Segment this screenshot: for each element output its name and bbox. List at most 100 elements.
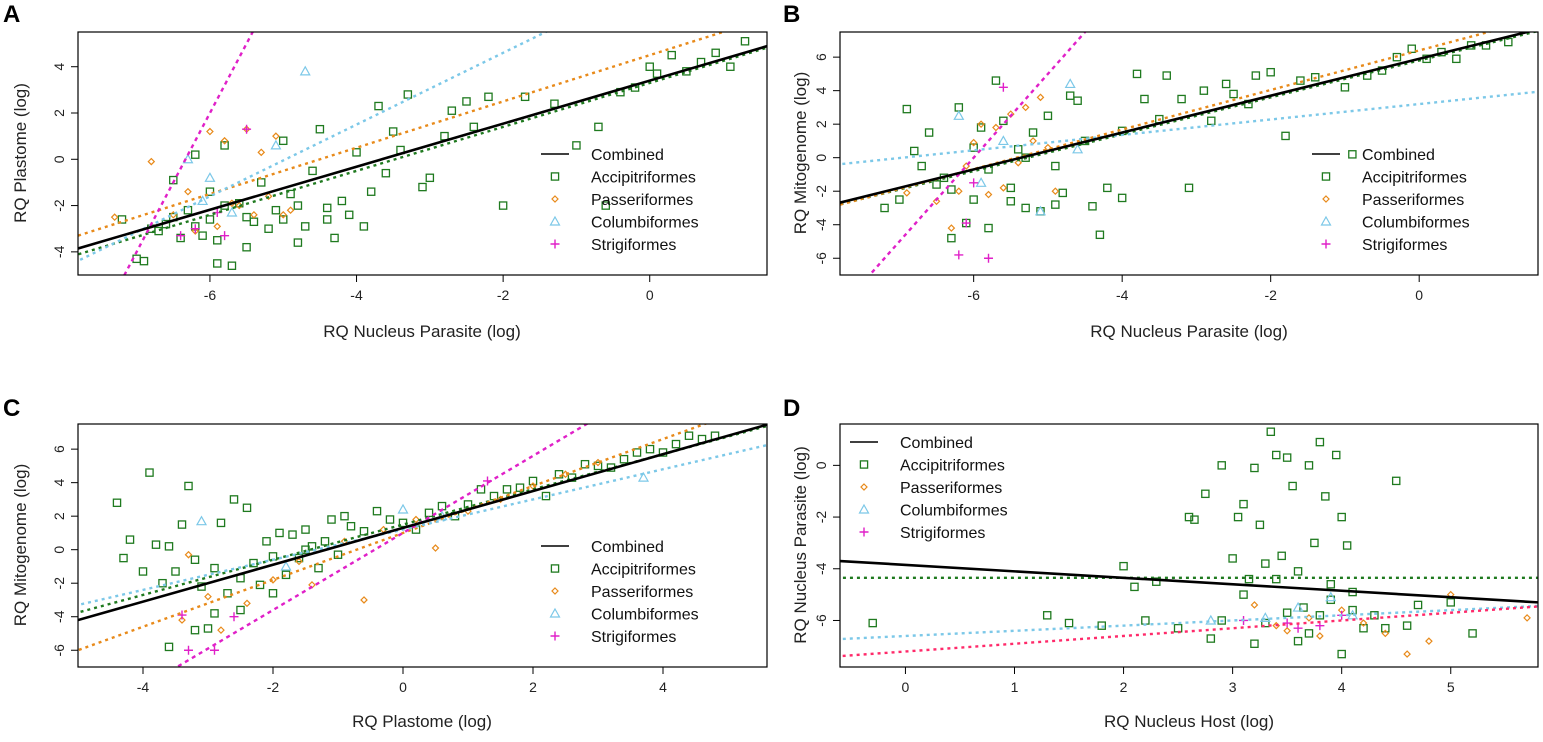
data-point-accipitriformes (216, 518, 226, 528)
panel-letter: C (3, 395, 20, 422)
data-point-accipitriformes (1359, 623, 1368, 633)
x-tick-label: -2 (267, 679, 280, 695)
data-point-passeriformes (110, 213, 119, 221)
legend-marker-columbiformes (1320, 215, 1332, 226)
legend-label: Strigiformes (591, 237, 676, 254)
data-point-accipitriformes (236, 605, 245, 615)
data-point-accipitriformes (632, 448, 642, 457)
legend-label: Passeriformes (591, 192, 693, 209)
data-point-accipitriformes (340, 511, 349, 521)
data-point-accipitriformes (262, 537, 271, 546)
data-point-accipitriformes (1266, 67, 1275, 77)
data-point-passeriformes (431, 544, 440, 552)
x-tick-label: 1 (1011, 679, 1019, 695)
y-tick-label: -4 (813, 562, 829, 575)
x-tick-label: -4 (350, 287, 363, 303)
data-point-accipitriformes (213, 236, 222, 245)
legend-item-combined: Combined (1312, 147, 1435, 164)
data-point-passeriformes (1051, 187, 1060, 196)
data-point-accipitriformes (1141, 616, 1150, 625)
data-point-passeriformes (1250, 601, 1259, 609)
data-point-accipitriformes (1281, 131, 1290, 141)
data-point-passeriformes (1523, 614, 1531, 622)
data-point-accipitriformes (1342, 541, 1352, 550)
data-point-passeriformes (969, 138, 978, 147)
data-point-accipitriformes (220, 141, 229, 150)
data-point-accipitriformes (337, 196, 347, 206)
data-point-strigiformes (190, 224, 200, 234)
data-point-accipitriformes (1064, 618, 1074, 628)
data-point-accipitriformes (139, 256, 149, 266)
plot-area (78, 32, 767, 275)
data-point-accipitriformes (1310, 72, 1320, 82)
legend-label: Combined (900, 435, 973, 452)
y-tick-label: -4 (51, 610, 67, 623)
data-point-strigiformes (998, 82, 1008, 92)
legend-marker-columbiformes (858, 503, 870, 514)
data-point-accipitriformes (315, 124, 325, 134)
data-point-strigiformes (242, 124, 252, 134)
y-tick-label: 0 (51, 546, 67, 554)
data-point-accipitriformes (138, 567, 148, 576)
data-point-columbiformes (195, 515, 208, 526)
data-point-accipitriformes (684, 431, 694, 440)
data-point-accipitriformes (242, 212, 251, 222)
legend-item-strigiformes: Strigiformes (859, 525, 985, 542)
data-point-accipitriformes (1392, 52, 1402, 62)
legend-item-passeriformes: Passeriformes (860, 480, 1002, 497)
data-point-accipitriformes (447, 106, 457, 115)
data-point-accipitriformes (158, 578, 167, 588)
data-point-accipitriformes (154, 226, 163, 236)
data-point-columbiformes (299, 65, 311, 76)
regression-line-accipitriformes (840, 32, 1538, 206)
x-tick-label: 0 (1415, 287, 1423, 303)
legend-item-passeriformes: Passeriformes (551, 192, 693, 209)
data-point-accipitriformes (969, 195, 978, 204)
data-point-accipitriformes (268, 589, 278, 598)
x-tick-label: -2 (1264, 287, 1277, 303)
data-point-passeriformes (984, 190, 993, 199)
data-point-passeriformes (269, 576, 277, 584)
data-point-accipitriformes (278, 136, 288, 146)
data-point-accipitriformes (169, 175, 178, 185)
data-point-accipitriformes (1221, 79, 1231, 89)
data-point-accipitriformes (1272, 574, 1281, 584)
data-point-accipitriformes (1162, 71, 1171, 80)
data-point-accipitriformes (300, 222, 310, 231)
data-point-accipitriformes (1006, 197, 1016, 206)
data-point-accipitriformes (1229, 89, 1238, 99)
data-point-accipitriformes (1130, 582, 1139, 592)
data-point-accipitriformes (256, 178, 266, 187)
legend-label: Accipitriformes (591, 562, 696, 579)
legend-label: Passeriformes (591, 584, 693, 601)
data-point-accipitriformes (1296, 76, 1305, 85)
data-point-accipitriformes (1073, 96, 1082, 105)
legend-marker-accipitriformes (1321, 172, 1331, 181)
data-point-accipitriformes (880, 203, 889, 213)
data-point-accipitriformes (403, 90, 413, 99)
data-point-passeriformes (932, 197, 941, 206)
y-tick-label: 0 (813, 461, 829, 469)
data-point-accipitriformes (1315, 611, 1325, 620)
data-point-accipitriformes (333, 550, 343, 559)
data-point-accipitriformes (528, 476, 538, 486)
data-point-accipitriformes (969, 143, 978, 152)
y-tick-label: 4 (51, 479, 67, 487)
data-point-passeriformes (272, 132, 280, 140)
data-point-accipitriformes (223, 589, 232, 598)
plot-frame (839, 31, 1539, 276)
data-point-accipitriformes (902, 104, 912, 114)
data-point-accipitriformes (1282, 608, 1292, 617)
legend-item-columbiformes: Columbiformes (858, 503, 1008, 520)
data-point-accipitriformes (1468, 629, 1477, 638)
legend: Combined Accipitriformes Passeriformes Colu… (541, 147, 699, 254)
data-point-accipitriformes (1177, 94, 1186, 104)
legend-item-accipitriformes: Accipitriformes (859, 458, 1005, 475)
panel-letter: A (3, 1, 20, 28)
data-point-accipitriformes (645, 62, 654, 71)
data-point-accipitriformes (572, 141, 581, 150)
data-point-accipitriformes (1402, 621, 1412, 630)
data-point-accipitriformes (1103, 183, 1112, 193)
data-point-accipitriformes (278, 215, 288, 224)
